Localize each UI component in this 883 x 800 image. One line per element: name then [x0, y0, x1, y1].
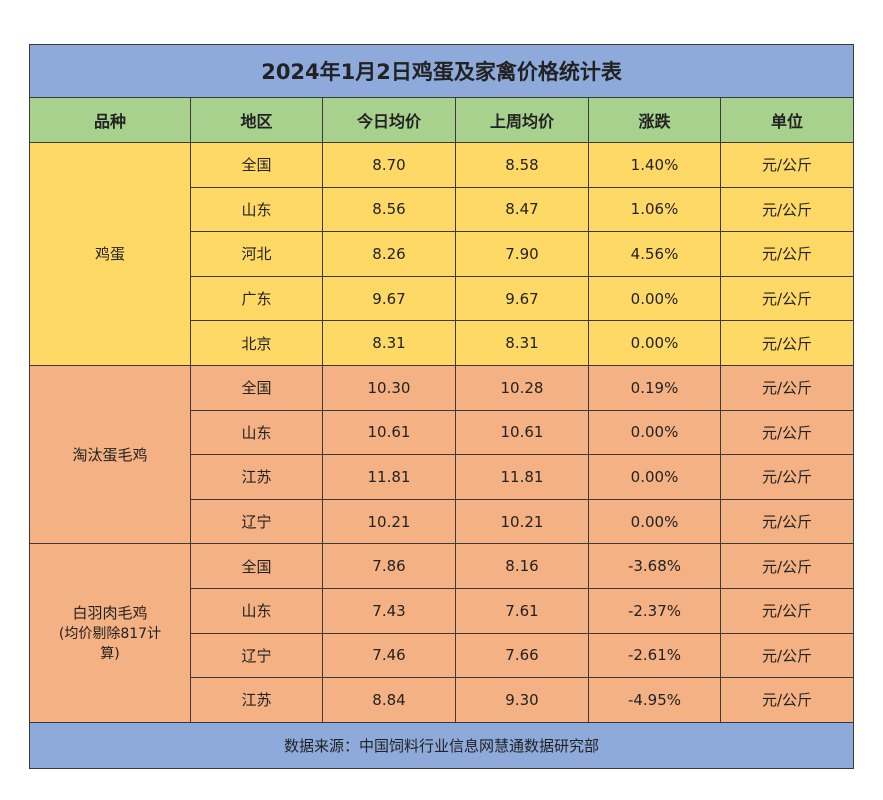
variety-cell: 白羽肉毛鸡 (均价剔除817计算) [29, 543, 191, 723]
region-cell: 山东 [190, 186, 323, 233]
change-cell: 0.00% [588, 320, 721, 366]
table-row: 广东 9.67 9.67 0.00% 元/公斤 [30, 275, 855, 322]
today-price-cell: 10.30 [322, 364, 456, 411]
table-row: 鸡蛋 全国 8.70 8.58 1.40% 元/公斤 [29, 142, 855, 366]
header-today-price: 今日均价 [322, 97, 456, 143]
unit-cell: 元/公斤 [719, 677, 855, 723]
change-cell: 1.06% [588, 186, 721, 233]
region-cell: 北京 [190, 320, 323, 366]
change-cell: 1.40% [588, 142, 721, 188]
unit-cell: 元/公斤 [719, 409, 855, 456]
table-row: 白羽肉毛鸡 (均价剔除817计算) 全国 7.86 8.16 -3.68% 元/公斤 [29, 543, 855, 723]
header-unit: 单位 [719, 97, 855, 143]
today-price-cell: 11.81 [322, 454, 456, 500]
header-row: 品种 地区 今日均价 上周均价 涨跌 单位 [29, 97, 855, 143]
region-cell: 广东 [190, 275, 323, 322]
last-week-price-cell: 8.58 [455, 142, 589, 188]
last-week-price-cell: 11.81 [455, 454, 589, 500]
today-price-cell: 7.43 [322, 587, 456, 634]
today-price-cell: 8.31 [322, 320, 456, 366]
table-row: 江苏 11.81 11.81 0.00% 元/公斤 [30, 454, 855, 500]
change-cell: -4.95% [588, 677, 721, 723]
variety-cell: 鸡蛋 [29, 142, 191, 366]
change-cell: -2.61% [588, 632, 721, 679]
last-week-price-cell: 8.31 [455, 320, 589, 366]
last-week-price-cell: 9.30 [455, 677, 589, 723]
variety-name: 淘汰蛋毛鸡 [72, 446, 148, 465]
today-price-cell: 8.84 [322, 677, 456, 723]
today-price-cell: 8.70 [322, 142, 456, 188]
table-row: 辽宁 7.46 7.66 -2.61% 元/公斤 [30, 632, 855, 679]
today-price-cell: 9.67 [322, 275, 456, 322]
footer-row: 数据来源：中国饲料行业信息网慧通数据研究部 [28, 721, 855, 769]
variety-cell: 淘汰蛋毛鸡 [29, 364, 191, 545]
last-week-price-cell: 10.28 [455, 364, 589, 411]
table-row: 辽宁 10.21 10.21 0.00% 元/公斤 [30, 498, 855, 545]
price-table: 2024年1月2日鸡蛋及家禽价格统计表 品种 地区 今日均价 上周均价 涨跌 单… [28, 44, 855, 769]
data-source: 数据来源：中国饲料行业信息网慧通数据研究部 [28, 721, 855, 769]
header-region: 地区 [190, 97, 323, 143]
last-week-price-cell: 7.90 [455, 231, 589, 277]
region-cell: 山东 [190, 587, 323, 634]
table-row: 江苏 8.84 9.30 -4.95% 元/公斤 [30, 677, 855, 723]
unit-cell: 元/公斤 [719, 454, 855, 500]
header-last-week-price: 上周均价 [455, 97, 589, 143]
region-cell: 山东 [190, 409, 323, 456]
unit-cell: 元/公斤 [719, 632, 855, 679]
change-cell: -3.68% [588, 543, 721, 589]
table-row: 河北 8.26 7.90 4.56% 元/公斤 [30, 231, 855, 277]
unit-cell: 元/公斤 [719, 275, 855, 322]
today-price-cell: 7.86 [322, 543, 456, 589]
table-row: 山东 7.43 7.61 -2.37% 元/公斤 [30, 587, 855, 634]
change-cell: 0.00% [588, 498, 721, 545]
region-cell: 辽宁 [190, 632, 323, 679]
region-cell: 河北 [190, 231, 323, 277]
region-cell: 全国 [190, 543, 323, 589]
today-price-cell: 8.26 [322, 231, 456, 277]
last-week-price-cell: 8.47 [455, 186, 589, 233]
today-price-cell: 10.21 [322, 498, 456, 545]
variety-name: 鸡蛋 [94, 245, 125, 264]
unit-cell: 元/公斤 [719, 142, 855, 188]
last-week-price-cell: 10.21 [455, 498, 589, 545]
table-row: 北京 8.31 8.31 0.00% 元/公斤 [30, 320, 855, 366]
unit-cell: 元/公斤 [719, 498, 855, 545]
variety-note: (均价剔除817计算) [58, 626, 162, 663]
change-cell: 0.19% [588, 364, 721, 411]
unit-cell: 元/公斤 [719, 587, 855, 634]
unit-cell: 元/公斤 [719, 186, 855, 233]
change-cell: 0.00% [588, 275, 721, 322]
change-cell: -2.37% [588, 587, 721, 634]
last-week-price-cell: 9.67 [455, 275, 589, 322]
last-week-price-cell: 10.61 [455, 409, 589, 456]
table-title: 2024年1月2日鸡蛋及家禽价格统计表 [28, 44, 855, 98]
variety-name: 白羽肉毛鸡 [72, 604, 148, 623]
last-week-price-cell: 7.66 [455, 632, 589, 679]
table-row: 淘汰蛋毛鸡 全国 10.30 10.28 0.19% 元/公斤 [29, 364, 855, 545]
change-cell: 4.56% [588, 231, 721, 277]
header-variety: 品种 [29, 97, 191, 143]
unit-cell: 元/公斤 [719, 231, 855, 277]
region-cell: 江苏 [190, 454, 323, 500]
change-cell: 0.00% [588, 409, 721, 456]
unit-cell: 元/公斤 [719, 543, 855, 589]
region-cell: 辽宁 [190, 498, 323, 545]
header-change: 涨跌 [588, 97, 721, 143]
unit-cell: 元/公斤 [719, 320, 855, 366]
change-cell: 0.00% [588, 454, 721, 500]
today-price-cell: 8.56 [322, 186, 456, 233]
table-row: 山东 10.61 10.61 0.00% 元/公斤 [30, 409, 855, 456]
today-price-cell: 7.46 [322, 632, 456, 679]
today-price-cell: 10.61 [322, 409, 456, 456]
last-week-price-cell: 8.16 [455, 543, 589, 589]
table-row: 山东 8.56 8.47 1.06% 元/公斤 [30, 186, 855, 233]
unit-cell: 元/公斤 [719, 364, 855, 411]
title-row: 2024年1月2日鸡蛋及家禽价格统计表 [28, 44, 855, 98]
region-cell: 全国 [190, 142, 323, 188]
region-cell: 全国 [190, 364, 323, 411]
last-week-price-cell: 7.61 [455, 587, 589, 634]
region-cell: 江苏 [190, 677, 323, 723]
